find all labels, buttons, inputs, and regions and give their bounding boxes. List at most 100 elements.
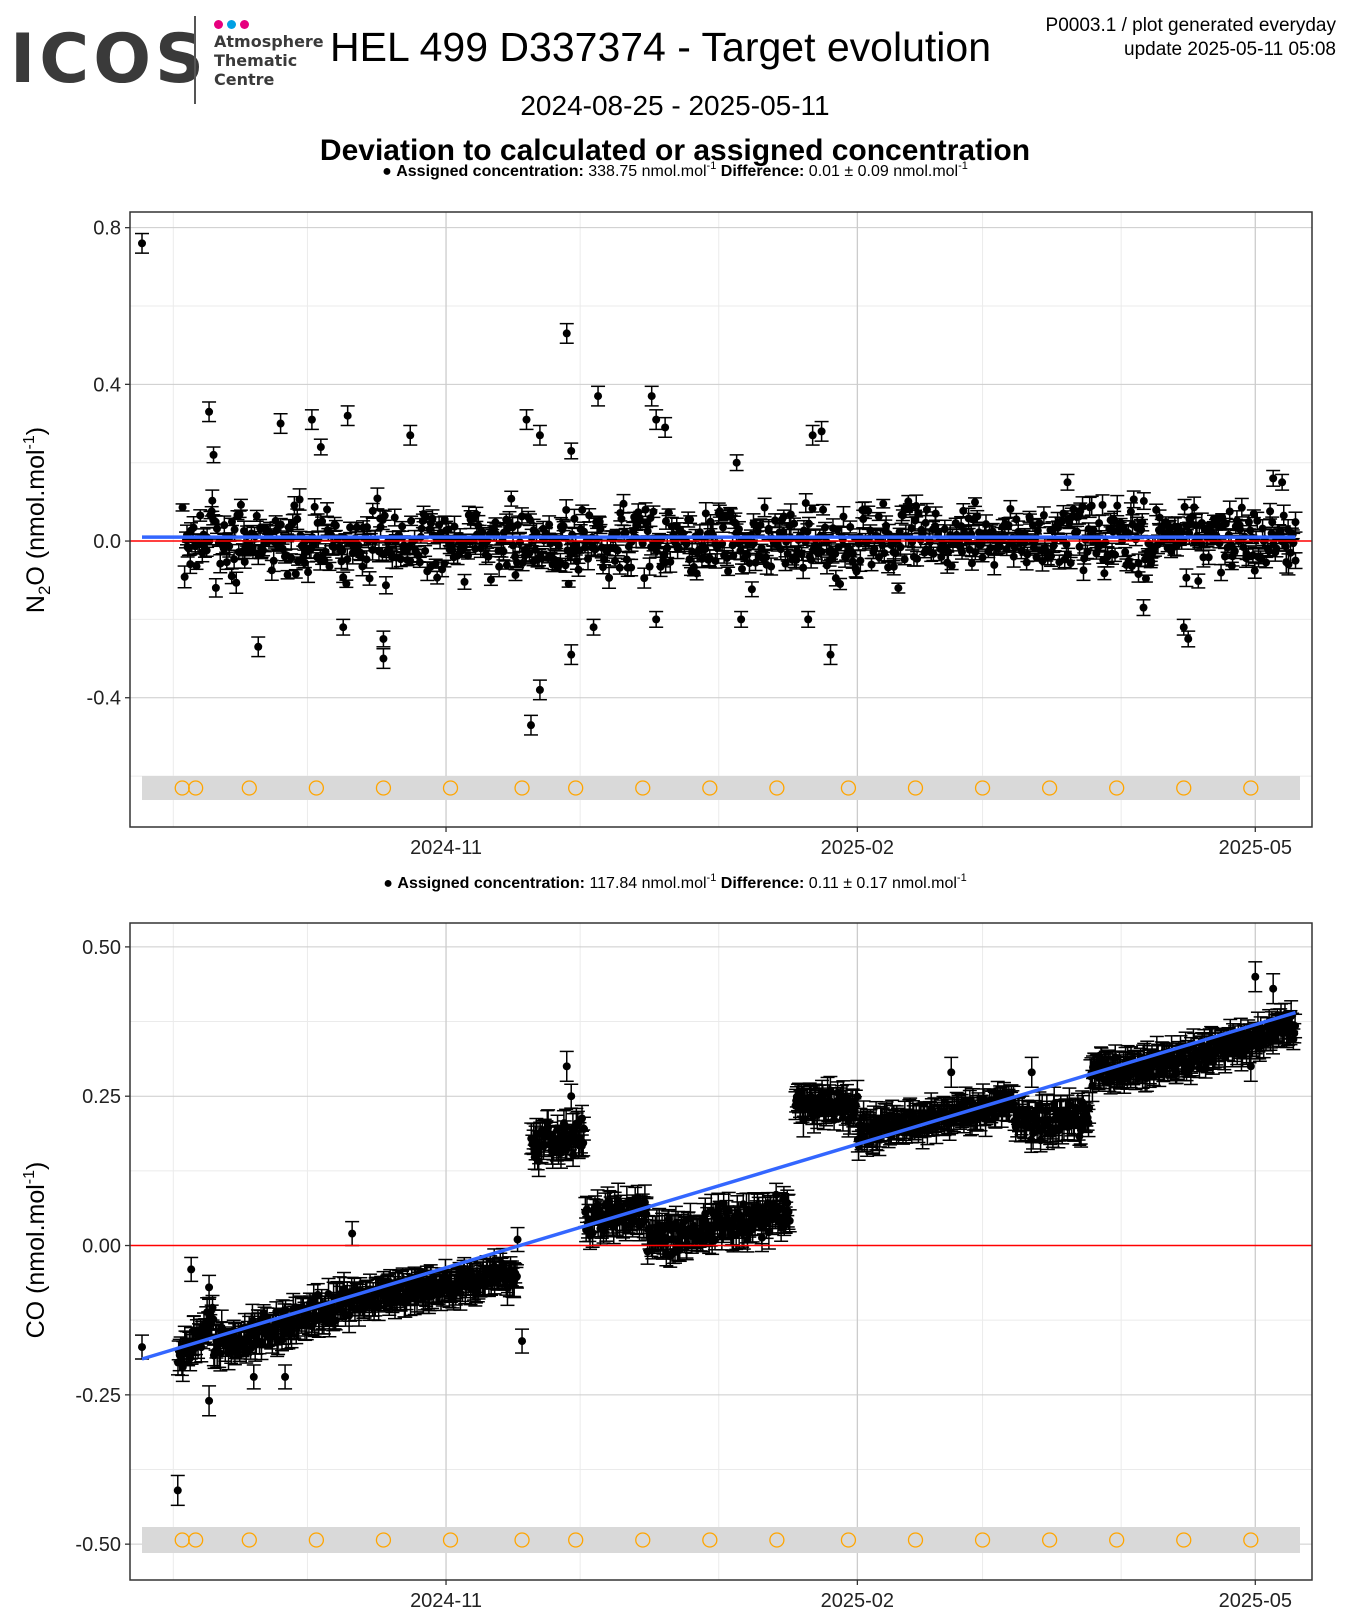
data-marker xyxy=(652,615,661,624)
legend-assigned-value: 117.84 nmol.mol xyxy=(589,875,706,892)
data-point xyxy=(205,489,220,513)
data-marker xyxy=(1141,574,1150,583)
data-point xyxy=(1136,492,1151,511)
data-marker xyxy=(300,558,309,567)
data-point xyxy=(564,442,579,460)
data-marker xyxy=(343,555,352,564)
y-tick-label: -0.4 xyxy=(87,688,121,710)
data-marker xyxy=(363,523,372,532)
legend-unit-sup: -1 xyxy=(707,872,717,884)
data-point xyxy=(764,557,779,576)
data-marker xyxy=(499,547,508,556)
data-marker xyxy=(208,496,217,505)
data-marker xyxy=(379,634,388,643)
data-marker xyxy=(914,509,923,518)
data-marker xyxy=(786,510,795,519)
data-point xyxy=(189,562,204,571)
data-marker xyxy=(522,415,531,424)
data-marker xyxy=(537,554,546,563)
data-point xyxy=(377,510,392,522)
data-point xyxy=(833,577,848,591)
data-point xyxy=(716,521,731,533)
data-marker xyxy=(309,540,318,549)
data-marker xyxy=(545,520,554,529)
data-marker xyxy=(799,563,808,572)
data-marker xyxy=(1062,540,1071,549)
x-tick-label: 2024-11 xyxy=(410,837,482,859)
data-point xyxy=(206,446,221,464)
data-marker xyxy=(331,521,340,530)
data-marker xyxy=(511,571,520,580)
data-marker xyxy=(1244,518,1253,527)
data-point xyxy=(661,508,676,517)
data-marker xyxy=(627,563,636,572)
data-marker xyxy=(615,563,624,572)
data-marker xyxy=(464,551,473,560)
date-range: 2024-08-25 - 2025-05-11 xyxy=(520,90,830,121)
data-marker xyxy=(276,419,285,428)
data-marker xyxy=(783,549,792,558)
data-marker xyxy=(1139,603,1148,612)
data-marker xyxy=(574,565,583,574)
data-marker xyxy=(554,541,563,550)
data-marker xyxy=(138,239,146,248)
data-point xyxy=(1097,566,1112,581)
data-marker xyxy=(986,543,995,552)
logo-wordmark: ICOS xyxy=(10,20,208,99)
data-marker xyxy=(1087,501,1096,510)
data-marker xyxy=(236,500,245,509)
data-point xyxy=(336,618,351,636)
data-marker xyxy=(913,554,922,563)
data-marker xyxy=(211,583,220,592)
data-marker xyxy=(594,392,603,401)
data-marker xyxy=(891,549,900,558)
data-marker xyxy=(567,650,576,659)
legend-unit-sup: -1 xyxy=(958,160,968,172)
data-point xyxy=(412,556,427,569)
data-marker xyxy=(971,498,980,507)
data-marker xyxy=(570,514,579,523)
logo-subtitle: Atmosphere Thematic Centre xyxy=(214,32,324,89)
data-marker xyxy=(1230,547,1239,556)
calibration-marker xyxy=(1243,780,1259,796)
data-marker xyxy=(718,539,727,548)
data-point xyxy=(519,409,534,431)
data-point xyxy=(175,503,190,512)
data-point xyxy=(251,636,266,658)
data-marker xyxy=(433,573,442,582)
data-marker xyxy=(889,562,898,571)
calibration-marker xyxy=(188,780,204,796)
data-marker xyxy=(486,575,495,584)
data-point xyxy=(571,562,586,577)
calibration-marker xyxy=(442,780,459,796)
data-marker xyxy=(267,566,276,575)
data-marker xyxy=(661,517,670,526)
data-marker xyxy=(619,499,628,508)
data-point xyxy=(864,557,879,572)
data-marker xyxy=(1047,552,1056,561)
data-point xyxy=(292,488,307,511)
data-marker xyxy=(1179,623,1188,632)
data-marker xyxy=(1101,538,1110,547)
data-marker xyxy=(571,540,580,549)
data-marker xyxy=(484,552,493,561)
data-marker xyxy=(1262,558,1271,567)
data-marker xyxy=(819,505,828,514)
data-marker xyxy=(358,562,367,571)
legend-assigned-label: Assigned concentration: xyxy=(397,875,589,892)
data-marker xyxy=(692,569,701,578)
data-point xyxy=(744,581,759,598)
data-marker xyxy=(310,502,319,511)
y-tick-label: 0.4 xyxy=(93,374,121,396)
data-marker xyxy=(287,553,296,562)
data-marker xyxy=(1129,495,1138,504)
data-point xyxy=(1179,568,1194,588)
data-point xyxy=(944,561,959,571)
calibration-marker xyxy=(308,780,325,796)
data-marker xyxy=(934,528,943,537)
legend-diff-value: 0.01 ± 0.09 nmol.mol xyxy=(809,163,958,180)
data-marker xyxy=(879,499,888,508)
data-marker xyxy=(1139,497,1148,506)
data-marker xyxy=(1278,478,1287,487)
data-marker xyxy=(478,528,487,537)
